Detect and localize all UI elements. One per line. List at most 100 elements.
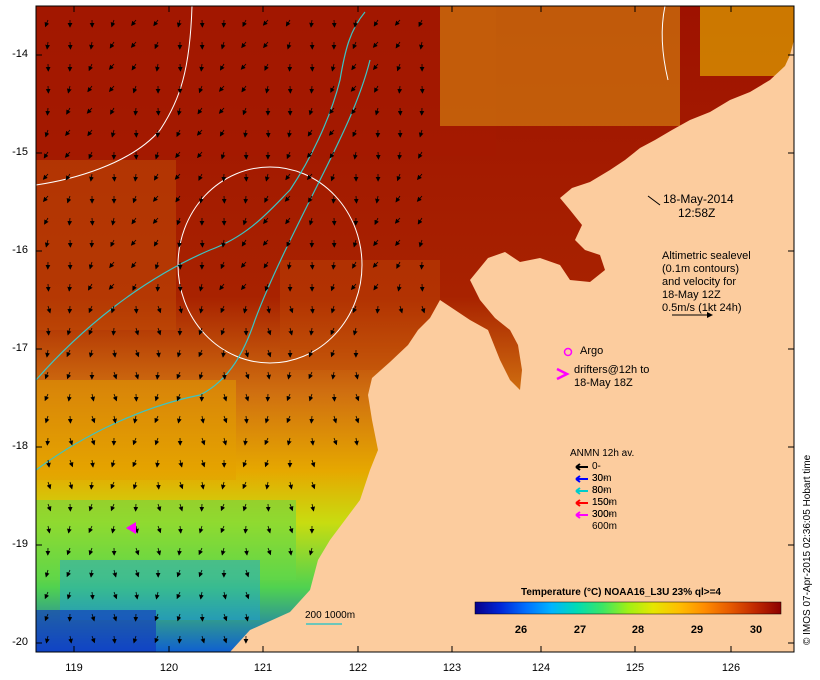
velocity-arrow-icon <box>352 239 358 248</box>
velocity-arrow-icon <box>221 349 226 358</box>
velocity-arrow-icon <box>176 129 181 138</box>
velocity-arrow-icon <box>198 349 203 358</box>
velocity-arrow-icon <box>176 19 182 28</box>
velocity-arrow-icon <box>87 85 93 93</box>
velocity-arrow-icon <box>132 437 138 446</box>
velocity-arrow-icon <box>198 173 203 181</box>
velocity-arrow-icon <box>352 129 357 138</box>
velocity-arrow-icon <box>244 547 249 556</box>
velocity-arrow-icon <box>310 437 315 446</box>
velocity-arrow-icon <box>266 525 272 534</box>
velocity-arrow-icon <box>111 327 117 336</box>
velocity-arrow-icon <box>45 283 51 292</box>
velocity-arrow-icon <box>242 481 247 490</box>
velocity-arrow-icon <box>199 613 205 622</box>
velocity-arrow-icon <box>108 63 115 70</box>
velocity-arrow-icon <box>199 591 204 600</box>
velocity-arrow-icon <box>154 591 160 600</box>
velocity-arrow-icon <box>131 19 137 27</box>
velocity-arrow-icon <box>177 635 183 644</box>
velocity-arrow-icon <box>65 173 71 181</box>
velocity-arrow-icon <box>44 591 50 600</box>
velocity-arrow-icon <box>112 393 118 402</box>
velocity-arrow-icon <box>244 591 250 600</box>
y-tick-label: -17 <box>12 342 28 354</box>
velocity-arrow-icon <box>67 41 73 50</box>
velocity-arrow-icon <box>351 63 357 71</box>
velocity-arrow-icon <box>286 239 291 248</box>
velocity-arrow-icon <box>375 305 381 314</box>
velocity-arrow-icon <box>240 283 247 291</box>
velocity-arrow-icon <box>177 239 182 248</box>
velocity-arrow-icon <box>67 283 73 292</box>
velocity-arrow-icon <box>241 41 247 49</box>
velocity-arrow-icon <box>375 151 381 160</box>
velocity-arrow-icon <box>46 525 51 534</box>
velocity-arrow-icon <box>134 547 140 556</box>
velocity-arrow-icon <box>200 635 206 644</box>
velocity-arrow-icon <box>88 63 93 72</box>
argo-label: Argo <box>580 345 604 357</box>
velocity-arrow-icon <box>264 415 270 424</box>
timestamp-pointer <box>647 195 661 206</box>
velocity-arrow-icon <box>418 19 423 28</box>
anmn-legend-label: 300-600m <box>592 509 618 532</box>
velocity-arrow-icon <box>266 371 271 380</box>
velocity-arrow-icon <box>66 107 71 115</box>
velocity-arrow-icon <box>154 393 160 402</box>
velocity-arrow-icon <box>375 195 380 204</box>
velocity-arrow-icon <box>90 437 96 446</box>
velocity-arrow-icon <box>42 173 49 180</box>
velocity-arrow-icon <box>396 261 401 269</box>
velocity-arrow-icon <box>266 327 272 336</box>
colorbar-tick-label: 30 <box>749 624 763 636</box>
velocity-arrow-icon <box>155 107 161 116</box>
velocity-arrow-icon <box>110 525 116 534</box>
velocity-arrow-icon <box>199 239 205 248</box>
colorbar-tick-label: 26 <box>514 624 528 636</box>
velocity-arrow-icon <box>331 19 337 28</box>
velocity-arrow-icon <box>394 217 401 224</box>
velocity-arrow-icon <box>89 591 95 600</box>
velocity-arrow-icon <box>416 173 423 181</box>
velocity-arrow-icon <box>111 635 117 644</box>
sealevel-note-line: 0.5m/s (1kt 24h) <box>662 302 742 314</box>
velocity-arrow-icon <box>90 459 95 468</box>
velocity-arrow-icon <box>174 173 181 180</box>
velocity-arrow-icon <box>219 283 225 291</box>
velocity-arrow-icon <box>110 305 116 314</box>
velocity-arrow-icon <box>329 107 335 115</box>
velocity-arrow-icon <box>198 85 204 94</box>
axis-ticks <box>36 6 794 652</box>
velocity-arrow-icon <box>350 283 357 291</box>
velocity-arrow-icon <box>88 327 94 336</box>
velocity-arrow-icon <box>176 613 182 622</box>
velocity-arrow-icon <box>331 371 336 380</box>
velocity-arrow-icon <box>199 305 204 314</box>
velocity-arrow-icon <box>420 305 426 314</box>
velocity-arrow-icon <box>218 107 225 114</box>
velocity-arrow-icon <box>134 371 140 380</box>
argo-marker-icon <box>563 347 573 357</box>
velocity-arrow-icon <box>220 503 226 512</box>
sealevel-note-line: 18-May 12Z <box>662 289 721 301</box>
velocity-arrow-icon <box>222 437 228 446</box>
velocity-arrow-icon <box>416 195 423 202</box>
velocity-arrow-icon <box>156 525 162 534</box>
velocity-arrow-icon <box>243 415 249 424</box>
velocity-arrow-icon <box>200 437 206 446</box>
velocity-arrow-icon <box>262 239 269 246</box>
velocity-arrow-icon <box>331 195 337 204</box>
velocity-arrow-icon <box>200 459 206 468</box>
velocity-arrow-icon <box>353 19 358 28</box>
velocity-arrow-icon <box>219 129 225 137</box>
velocity-arrow-icon <box>108 283 115 290</box>
sealevel-note-line: and velocity for <box>662 276 736 288</box>
velocity-arrow-icon <box>222 613 228 622</box>
velocity-arrow-icon <box>176 371 182 380</box>
drifters-label-line: drifters@12h to <box>574 364 650 376</box>
velocity-arrow-icon <box>154 261 160 270</box>
velocity-arrow-icon <box>265 481 270 490</box>
velocity-arrow-icon <box>286 437 292 446</box>
